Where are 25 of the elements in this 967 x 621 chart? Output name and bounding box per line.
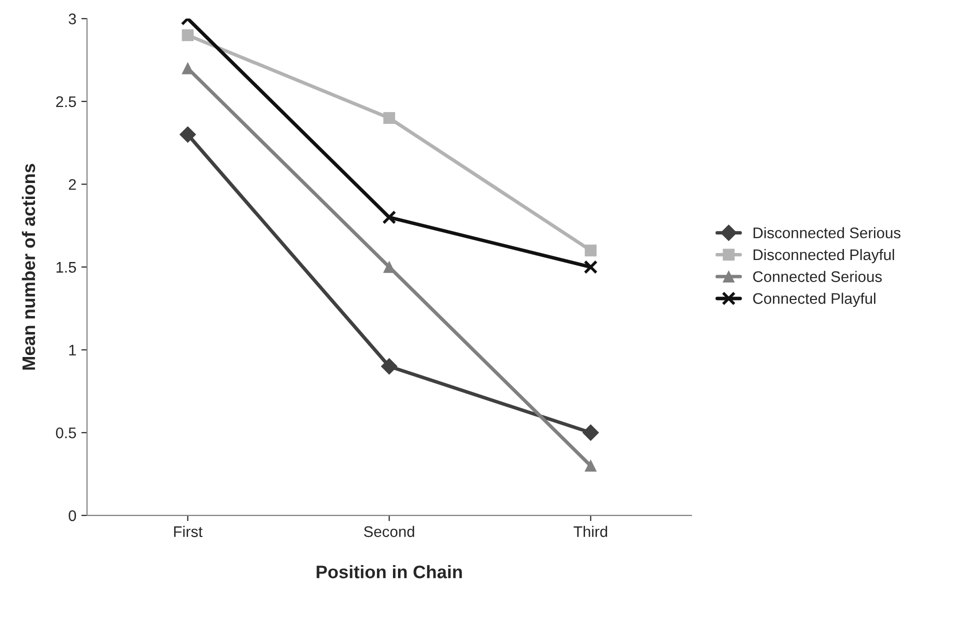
y-tick-label: 2.5 bbox=[56, 96, 76, 108]
point bbox=[584, 260, 598, 274]
point bbox=[381, 358, 398, 375]
x-tick-label: Second bbox=[364, 526, 414, 538]
y-axis-title: Mean number of actions bbox=[22, 164, 36, 370]
point bbox=[182, 29, 194, 42]
x-axis-title: Position in Chain bbox=[316, 565, 462, 578]
legend-label: Disconnected Playful bbox=[754, 248, 894, 264]
y-tick-label: 0.5 bbox=[56, 428, 76, 438]
y-tick-label: 3 bbox=[68, 14, 76, 24]
legend-label: Connected Playful bbox=[753, 292, 876, 307]
point bbox=[383, 112, 396, 124]
point bbox=[584, 460, 597, 472]
point bbox=[582, 424, 599, 441]
y-tick-label: 2 bbox=[68, 179, 76, 190]
point bbox=[584, 244, 597, 256]
legend-label: Connected Serious bbox=[753, 270, 882, 282]
point bbox=[382, 210, 396, 224]
y-tick-label: 1.5 bbox=[56, 262, 76, 273]
x-tick-label: First bbox=[174, 526, 202, 538]
y-tick-label: 1 bbox=[69, 344, 76, 356]
legend-label: Disconnected Serious bbox=[754, 227, 900, 238]
x-tick-label: Third bbox=[574, 526, 608, 538]
point bbox=[180, 126, 196, 143]
y-tick-label: 0 bbox=[68, 510, 76, 522]
